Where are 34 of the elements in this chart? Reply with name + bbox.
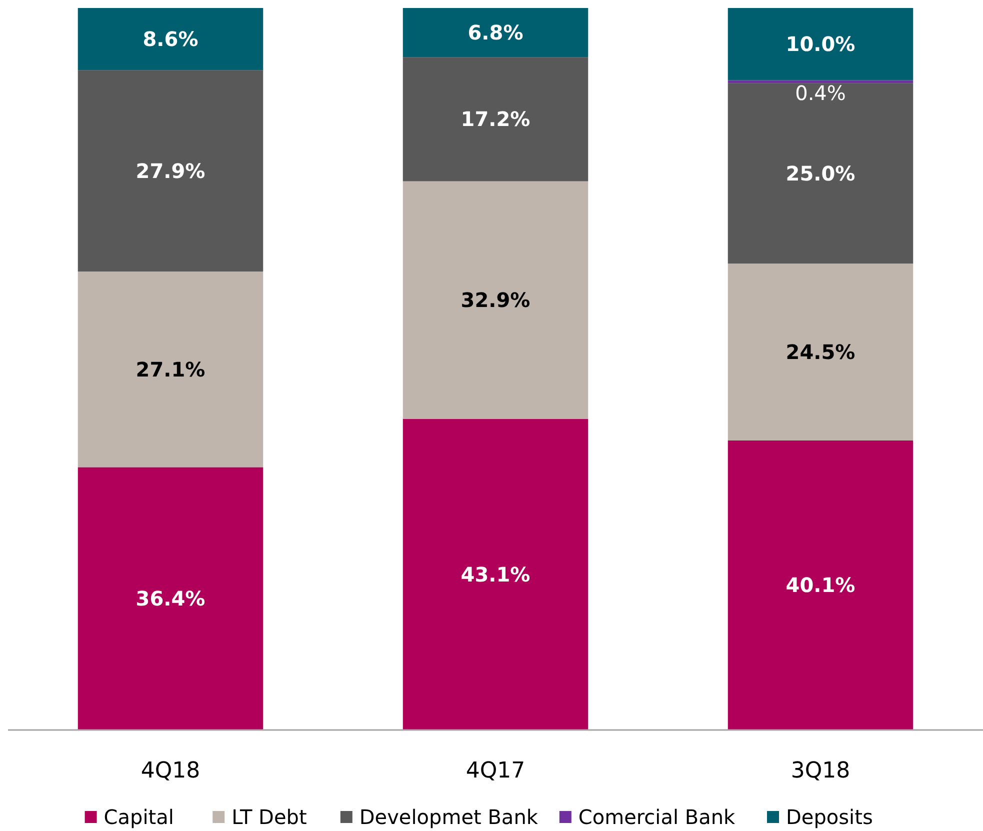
data-label: 25.0% xyxy=(786,161,856,186)
bar xyxy=(728,80,914,84)
bar xyxy=(402,8,588,58)
legend-label: Capital xyxy=(104,805,174,829)
data-label: 43.1% xyxy=(460,562,530,586)
data-label: 40.1% xyxy=(786,573,856,598)
data-label: 27.1% xyxy=(136,357,206,382)
bar xyxy=(78,272,264,468)
x-tick-label: 4Q17 xyxy=(466,758,526,784)
data-label: 36.4% xyxy=(136,586,206,611)
data-label: 17.2% xyxy=(460,107,530,132)
bar xyxy=(402,181,588,419)
bar xyxy=(728,83,914,264)
x-tick-label: 4Q18 xyxy=(140,758,200,784)
bar xyxy=(402,418,588,730)
bar xyxy=(728,8,914,80)
bar xyxy=(78,467,264,730)
data-label: 27.9% xyxy=(136,158,206,183)
legend-label: Deposits xyxy=(786,805,873,829)
data-label: 10.0% xyxy=(786,32,856,56)
legend-label: Comercial Bank xyxy=(578,805,736,829)
data-label: 32.9% xyxy=(460,288,530,312)
data-label: 6.8% xyxy=(468,20,524,45)
data-label: 24.5% xyxy=(786,340,856,364)
bar xyxy=(78,8,264,70)
data-label: 8.6% xyxy=(142,27,198,52)
x-tick-label: 3Q18 xyxy=(790,758,850,784)
legend-label: Developmet Bank xyxy=(359,805,538,829)
bar xyxy=(78,70,264,272)
bar xyxy=(728,264,914,440)
data-label: 0.4% xyxy=(795,81,846,106)
bar xyxy=(402,57,588,182)
legend-label: LT Debt xyxy=(232,805,307,829)
bar xyxy=(728,440,914,730)
